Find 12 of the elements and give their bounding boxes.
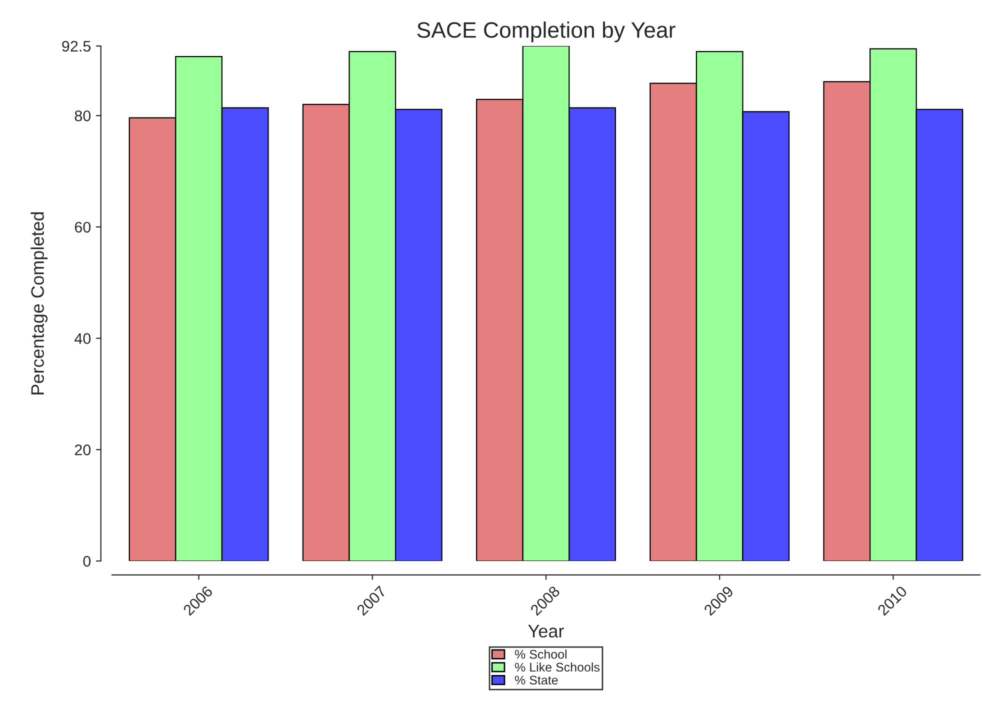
y-tick-label: 0 (83, 556, 91, 567)
legend-label: % State (514, 676, 558, 685)
x-axis-title: Year (528, 624, 564, 638)
y-tick-label: 20 (74, 444, 91, 456)
legend-label: % School (514, 650, 566, 659)
legend-label: % Like Schools (514, 662, 600, 672)
y-tick-label: 92.5 (62, 40, 91, 52)
y-tick-label: 80 (74, 110, 91, 122)
chart-title: SACE Completion by Year (417, 22, 676, 42)
y-tick-label: 40 (74, 333, 91, 344)
y-tick-label: 60 (74, 222, 91, 233)
y-axis-title: Percentage Completed (30, 212, 48, 394)
